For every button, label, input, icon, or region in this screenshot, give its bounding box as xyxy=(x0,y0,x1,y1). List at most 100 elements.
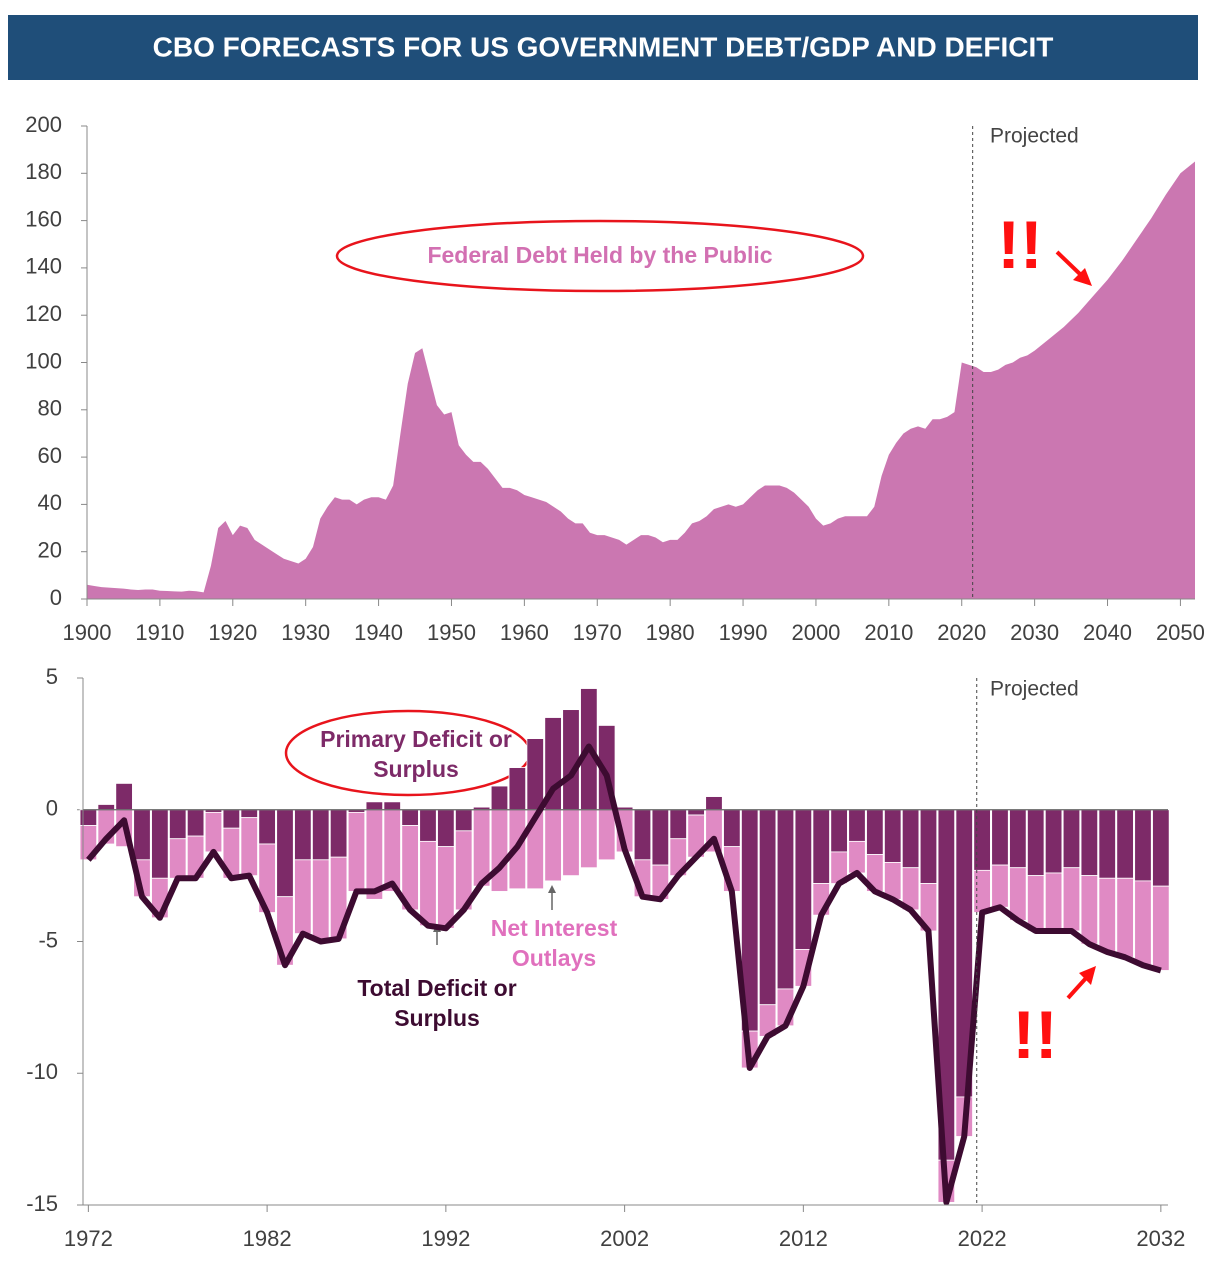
bar xyxy=(186,809,205,837)
series-label: Total Deficit or Surplus xyxy=(357,975,517,1031)
bar xyxy=(580,809,598,869)
bar xyxy=(240,817,258,877)
series-label: Net Interest Outlays xyxy=(490,915,618,971)
y-tick-label: 0 xyxy=(46,796,58,821)
bar xyxy=(1062,867,1081,932)
bar xyxy=(866,809,884,855)
bar xyxy=(437,846,455,929)
x-tick-label: 1970 xyxy=(573,620,622,645)
alert: !! xyxy=(997,207,1042,283)
bar xyxy=(598,809,616,861)
alert-arrowhead xyxy=(1079,966,1096,985)
projected-label: Projected xyxy=(990,678,1079,701)
y-tick-label: -15 xyxy=(26,1191,58,1216)
y-tick-label: 160 xyxy=(25,206,62,231)
bar xyxy=(490,809,509,892)
x-tick-label: 1992 xyxy=(421,1226,470,1251)
x-tick-label: 2040 xyxy=(1083,620,1132,645)
bar xyxy=(1062,809,1081,869)
bar xyxy=(562,809,580,877)
bar xyxy=(240,809,258,819)
bar xyxy=(312,859,330,942)
y-tick-label: 0 xyxy=(50,585,62,610)
bar xyxy=(383,809,401,892)
x-tick-label: 1900 xyxy=(63,620,112,645)
alert: !! xyxy=(1012,997,1057,1073)
x-tick-label: 2002 xyxy=(600,1226,649,1251)
x-tick-label: 1990 xyxy=(719,620,768,645)
x-tick-label: 1920 xyxy=(208,620,257,645)
bar xyxy=(401,809,419,826)
y-tick-label: 120 xyxy=(25,301,62,326)
bar xyxy=(1027,875,1045,932)
y-tick-label: 20 xyxy=(38,538,62,563)
bar xyxy=(526,738,544,811)
pointer-head xyxy=(548,885,556,893)
bar xyxy=(705,796,723,811)
bar xyxy=(347,811,366,892)
bar xyxy=(437,809,455,848)
bar xyxy=(991,809,1009,866)
bar xyxy=(651,809,670,866)
x-tick-label: 2030 xyxy=(1010,620,1059,645)
x-tick-label: 1910 xyxy=(135,620,184,645)
bar xyxy=(258,809,276,845)
bar xyxy=(1116,877,1134,958)
title-banner xyxy=(8,15,1198,80)
bar xyxy=(294,859,312,934)
bar xyxy=(848,809,866,842)
bar xyxy=(294,809,312,861)
bar xyxy=(1152,809,1170,887)
bar xyxy=(329,809,348,858)
x-tick-label: 1972 xyxy=(64,1226,113,1251)
y-tick-label: -10 xyxy=(26,1059,58,1084)
y-tick-label: 40 xyxy=(38,490,62,515)
bar xyxy=(1152,885,1170,971)
y-tick-label: 140 xyxy=(25,254,62,279)
bar xyxy=(758,809,777,1006)
x-tick-label: 2010 xyxy=(864,620,913,645)
bar xyxy=(723,809,741,848)
bar xyxy=(794,809,813,950)
bar xyxy=(204,811,223,853)
bar xyxy=(544,809,562,882)
x-tick-label: 2000 xyxy=(791,620,840,645)
y-tick-label: 80 xyxy=(38,396,62,421)
y-tick-label: -5 xyxy=(38,927,58,952)
bar xyxy=(812,809,830,884)
bar xyxy=(830,809,848,853)
x-tick-label: 1930 xyxy=(281,620,330,645)
x-tick-label: 1960 xyxy=(500,620,549,645)
bar xyxy=(383,801,401,811)
bar xyxy=(490,785,509,811)
series-label: Federal Debt Held by the Public xyxy=(427,242,772,268)
y-tick-label: 5 xyxy=(46,664,58,689)
bar xyxy=(919,809,938,884)
bar xyxy=(1027,809,1045,877)
bar xyxy=(419,809,437,842)
chart-title: CBO FORECASTS FOR US GOVERNMENT DEBT/GDP… xyxy=(153,31,1054,62)
bar xyxy=(1044,872,1063,932)
x-tick-label: 1980 xyxy=(646,620,695,645)
x-tick-label: 2050 xyxy=(1156,620,1205,645)
bar xyxy=(133,809,151,861)
bar xyxy=(365,801,384,811)
bar xyxy=(901,809,920,869)
bar xyxy=(222,809,241,829)
highlight-ellipse xyxy=(335,219,865,293)
bar xyxy=(1134,880,1152,966)
alert-arrow xyxy=(1055,250,1084,278)
series-label: Primary Deficit or Surplus xyxy=(320,726,512,782)
x-tick-label: 2022 xyxy=(958,1226,1007,1251)
bar xyxy=(687,809,705,816)
bar xyxy=(1009,809,1027,869)
bar xyxy=(1080,809,1099,877)
bar xyxy=(1044,809,1063,874)
x-tick-label: 1940 xyxy=(354,620,403,645)
bar xyxy=(419,840,437,927)
bar xyxy=(776,809,795,990)
x-tick-label: 2012 xyxy=(779,1226,828,1251)
bar xyxy=(633,809,652,861)
bar xyxy=(169,838,187,879)
